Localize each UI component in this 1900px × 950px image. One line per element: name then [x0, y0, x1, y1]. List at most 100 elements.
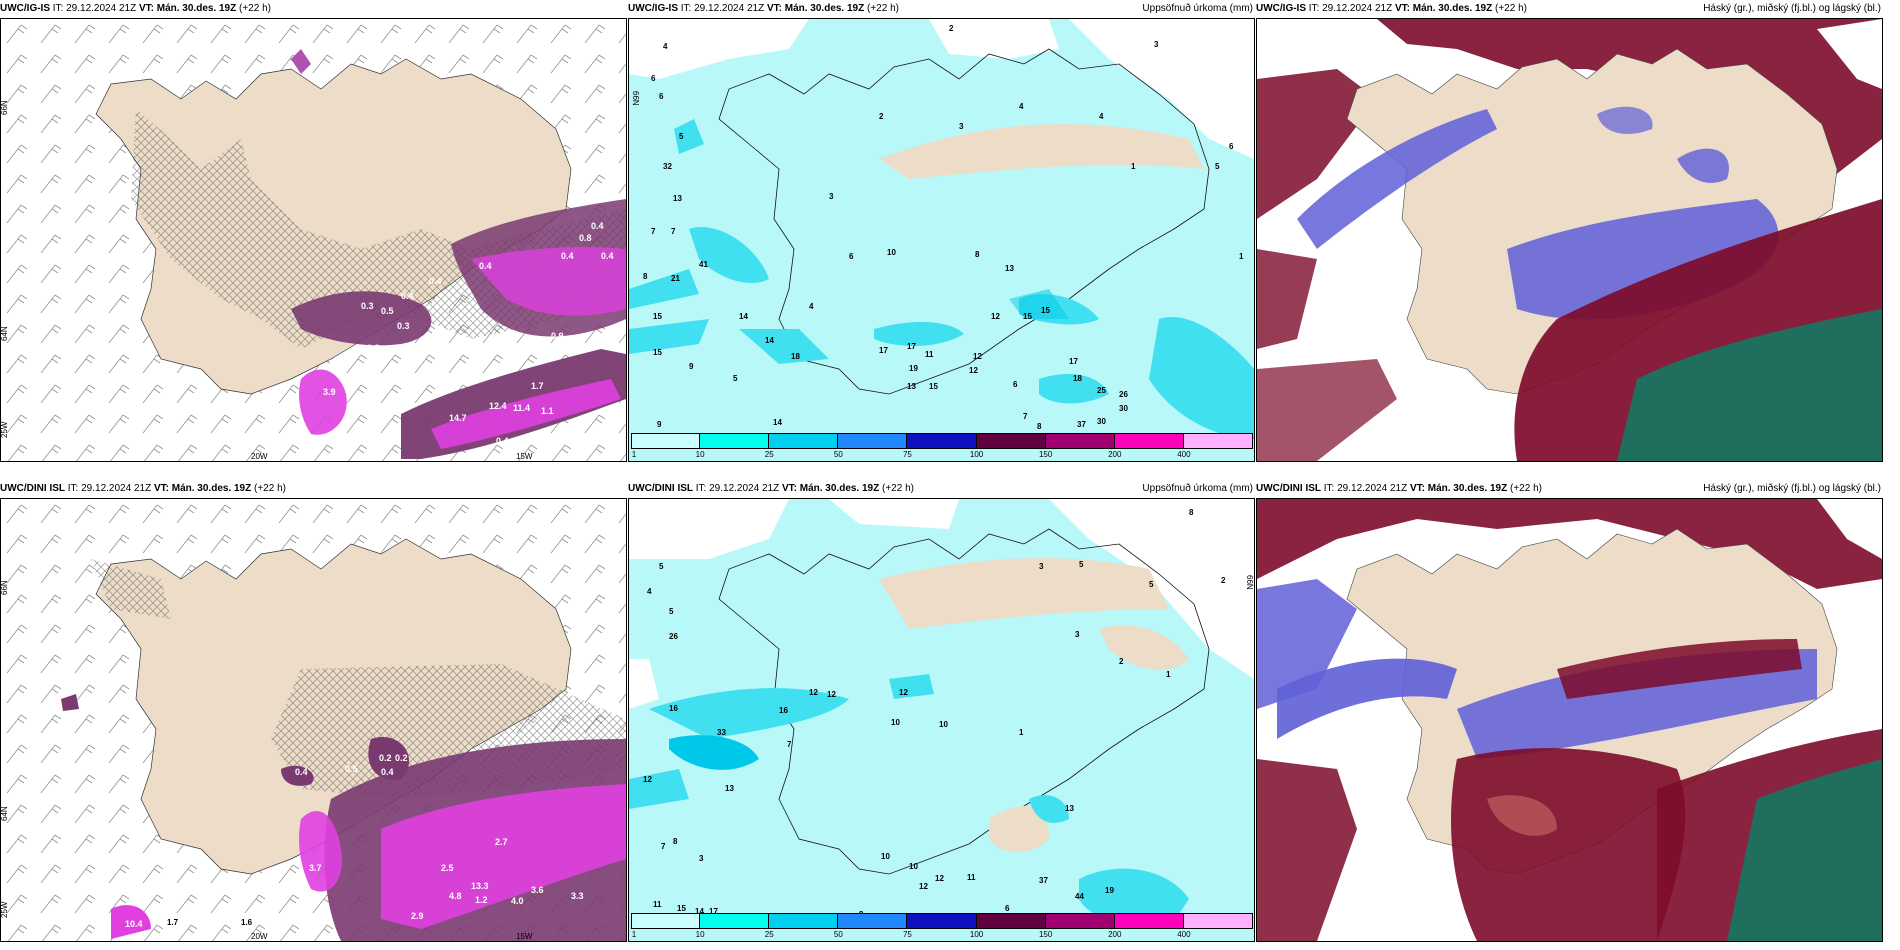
panel-title: UWC/IG-IS IT: 29.12.2024 21Z VT: Mán. 30… — [628, 0, 1255, 18]
svg-text:13: 13 — [907, 382, 916, 391]
colorbar-tick-label: 50 — [833, 930, 843, 939]
svg-text:0.3: 0.3 — [397, 321, 410, 331]
panel-title: UWC/DINI ISL IT: 29.12.2024 21Z VT: Mán.… — [0, 483, 286, 494]
svg-text:2: 2 — [949, 24, 954, 33]
svg-text:4.8: 4.8 — [449, 891, 462, 901]
svg-text:12: 12 — [973, 352, 982, 361]
svg-text:0.4: 0.4 — [496, 436, 509, 446]
svg-text:2.5: 2.5 — [441, 863, 454, 873]
svg-text:0.9: 0.9 — [551, 331, 564, 341]
svg-text:0.4: 0.4 — [429, 276, 442, 286]
svg-text:4: 4 — [1019, 102, 1024, 111]
svg-text:2: 2 — [879, 112, 884, 121]
svg-text:4.0: 4.0 — [511, 896, 524, 906]
svg-text:3.6: 3.6 — [531, 885, 544, 895]
svg-text:10: 10 — [887, 248, 896, 257]
svg-text:6: 6 — [651, 74, 656, 83]
panel-title: UWC/IG-IS IT: 29.12.2024 21Z VT: Mán. 30… — [1256, 0, 1883, 18]
svg-text:7: 7 — [671, 227, 676, 236]
precip-colorbar: 1 10 25 50 75 100 150 200 400 — [631, 913, 1253, 941]
svg-text:26: 26 — [669, 632, 678, 641]
svg-text:17: 17 — [907, 342, 916, 351]
svg-text:37: 37 — [1039, 876, 1048, 885]
svg-text:12: 12 — [935, 874, 944, 883]
panel-igis-clouds: UWC/IG-IS IT: 29.12.2024 21Z VT: Mán. 30… — [1256, 0, 1883, 462]
svg-text:0.6: 0.6 — [463, 346, 476, 356]
svg-text:8: 8 — [643, 272, 648, 281]
colorbar-frame — [631, 433, 1253, 449]
svg-text:1: 1 — [1019, 728, 1024, 737]
svg-text:5: 5 — [1149, 580, 1154, 589]
svg-text:1: 1 — [1166, 670, 1171, 679]
svg-text:15W: 15W — [516, 932, 533, 941]
svg-text:18: 18 — [791, 352, 800, 361]
svg-text:6: 6 — [1013, 380, 1018, 389]
svg-text:1.7: 1.7 — [167, 918, 179, 927]
svg-text:0.3: 0.3 — [367, 343, 380, 353]
svg-text:13: 13 — [1065, 804, 1074, 813]
svg-text:5: 5 — [1215, 162, 1220, 171]
svg-text:0.9: 0.9 — [551, 346, 564, 356]
svg-text:30: 30 — [1119, 404, 1128, 413]
svg-text:7: 7 — [1023, 412, 1028, 421]
svg-text:1.1: 1.1 — [541, 406, 554, 416]
map-frame — [1256, 18, 1883, 462]
svg-text:0.4: 0.4 — [381, 767, 394, 777]
svg-text:2.7: 2.7 — [495, 837, 508, 847]
wind-map: 0.4 0.2 0.2 0.4 0.5 2.7 2.5 13.3 3.6 4.0… — [1, 499, 626, 941]
svg-text:12: 12 — [827, 690, 836, 699]
wind-map: 0.4 0.8 0.4 0.4 0.3 0.5 0.4 0.9 0.9 0.6 … — [1, 19, 626, 461]
colorbar-swatch — [838, 913, 908, 929]
panel-title: UWC/IG-IS IT: 29.12.2024 21Z VT: Mán. 30… — [0, 3, 271, 14]
panel-title: UWC/DINI ISL IT: 29.12.2024 21Z VT: Mán.… — [1256, 480, 1883, 498]
svg-text:66N: 66N — [631, 91, 640, 106]
svg-text:0.4: 0.4 — [561, 251, 574, 261]
svg-text:11: 11 — [653, 900, 662, 909]
colorbar-tick-label: 25 — [764, 450, 774, 459]
svg-text:17: 17 — [709, 907, 718, 916]
svg-text:9: 9 — [689, 362, 694, 371]
svg-text:12: 12 — [991, 312, 1000, 321]
colorbar-frame — [631, 913, 1253, 929]
svg-text:12.4: 12.4 — [489, 401, 507, 411]
svg-text:13: 13 — [1005, 264, 1014, 273]
svg-text:7: 7 — [787, 740, 792, 749]
colorbar-tick-label: 150 — [1038, 450, 1053, 459]
colorbar-swatch — [976, 433, 1046, 449]
svg-text:6: 6 — [1229, 142, 1234, 151]
colorbar-swatch — [1114, 433, 1184, 449]
colorbar-swatch — [838, 433, 908, 449]
svg-text:0.4: 0.4 — [479, 261, 492, 271]
svg-text:0.2: 0.2 — [379, 753, 392, 763]
colorbar-swatch — [1114, 913, 1184, 929]
svg-text:5: 5 — [669, 607, 674, 616]
svg-text:1.6: 1.6 — [241, 918, 253, 927]
colorbar-swatch — [631, 433, 701, 449]
panel-subtitle: Háský (gr.), miðský (fj.bl.) og lágský (… — [1703, 483, 1881, 494]
svg-text:19: 19 — [1105, 886, 1114, 895]
svg-text:37: 37 — [1077, 420, 1086, 429]
svg-text:66N: 66N — [1, 580, 9, 595]
colorbar-swatch — [907, 433, 977, 449]
svg-text:0.2: 0.2 — [395, 753, 408, 763]
svg-text:14: 14 — [765, 336, 774, 345]
map-frame: 0.4 0.8 0.4 0.4 0.3 0.5 0.4 0.9 0.9 0.6 … — [0, 18, 627, 462]
svg-text:12: 12 — [899, 688, 908, 697]
colorbar-swatch — [1045, 913, 1115, 929]
colorbar-tick-label: 200 — [1108, 930, 1122, 939]
colorbar-tick-label: 100 — [969, 930, 984, 939]
svg-text:3.7: 3.7 — [309, 863, 322, 873]
svg-text:10: 10 — [939, 720, 948, 729]
svg-text:0.4: 0.4 — [591, 221, 604, 231]
colorbar-swatch — [976, 913, 1046, 929]
svg-text:1.2: 1.2 — [475, 895, 488, 905]
map-frame — [1256, 498, 1883, 942]
svg-text:15: 15 — [653, 312, 662, 321]
svg-text:3.8: 3.8 — [301, 903, 314, 913]
colorbar-swatch — [700, 913, 770, 929]
panel-subtitle: Uppsöfnuð úrkoma (mm) — [1142, 483, 1253, 494]
colorbar-swatch — [769, 913, 839, 929]
svg-text:11: 11 — [925, 350, 934, 359]
colorbar-tick-label: 1 — [631, 930, 637, 939]
svg-text:2.9: 2.9 — [411, 911, 424, 921]
